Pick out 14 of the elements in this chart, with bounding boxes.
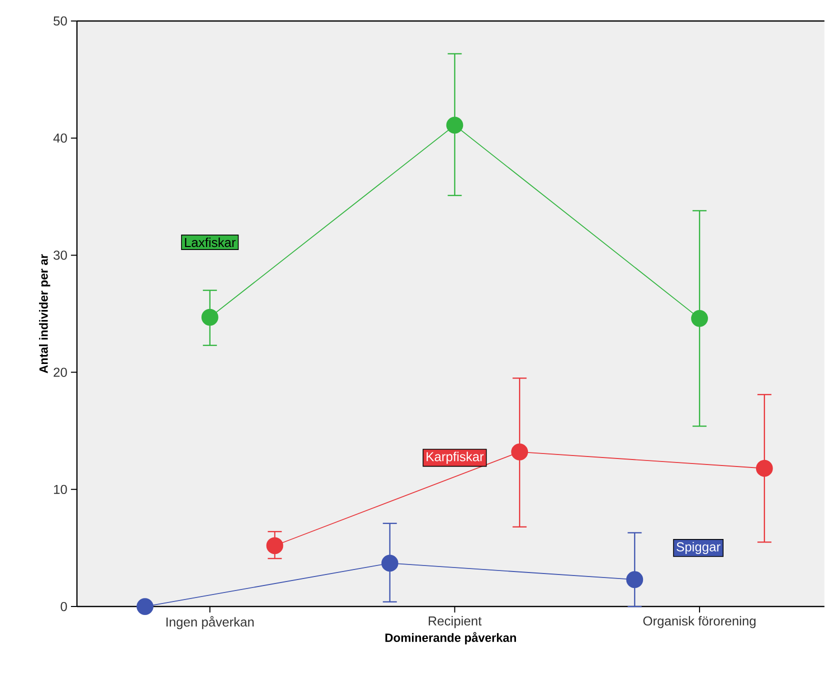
y-tick-label: 20 <box>54 367 67 377</box>
x-tick-label: Recipient <box>428 616 482 628</box>
y-axis-title: Antal individer per ar <box>39 254 50 373</box>
y-tick-label: 50 <box>54 16 67 26</box>
text: Laxfiskar <box>185 237 236 247</box>
x-tick-label: Organisk förorening <box>643 616 756 628</box>
y-tick-label: 0 <box>60 602 67 611</box>
text: Spiggar <box>676 542 720 554</box>
y-tick-label: 30 <box>54 250 67 260</box>
y-tick-label: 40 <box>53 133 67 142</box>
x-axis-title: Dominerande påverkan <box>385 632 516 644</box>
series-label: Karpfiskar <box>426 452 484 464</box>
x-tick-label: Ingen påverkan <box>166 616 254 629</box>
y-tick-label: 10 <box>54 484 67 494</box>
